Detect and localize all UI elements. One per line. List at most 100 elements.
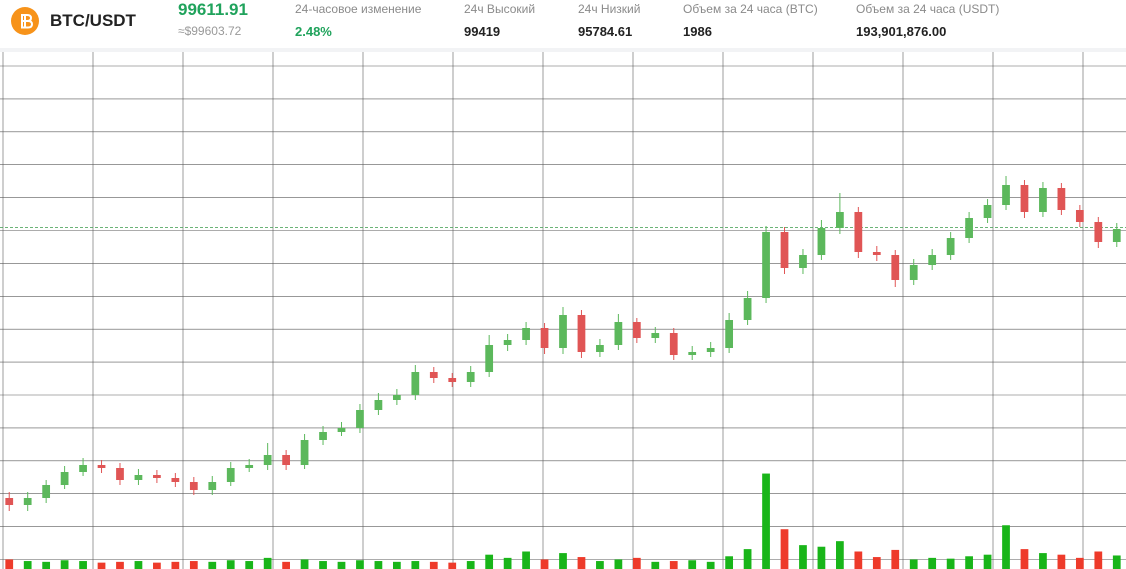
candle-body (965, 218, 973, 238)
candle-body (836, 212, 844, 228)
price-usd: ≈$99603.72 (178, 24, 242, 38)
candle-body (42, 485, 51, 498)
candle-body (1075, 210, 1084, 222)
volume-bar (1094, 551, 1103, 569)
candle-body (540, 328, 549, 348)
candle-body (928, 255, 937, 265)
candle-body (79, 465, 87, 472)
stat-label: Объем за 24 часа (BTC) (683, 2, 818, 16)
candle-body (245, 465, 254, 468)
candle-body (134, 475, 143, 480)
volume-bar (928, 557, 937, 569)
volume-bar (226, 560, 235, 569)
volume-bar (116, 561, 124, 569)
volume-bar (374, 561, 383, 569)
candle-body (300, 440, 309, 465)
volume-bar (540, 559, 549, 569)
candle-body (762, 232, 770, 298)
volume-bar (1057, 554, 1066, 569)
volume-bar (466, 561, 475, 569)
volume-bar (577, 557, 586, 569)
candle-body (946, 238, 955, 255)
volume-bar (725, 556, 734, 569)
volume-bar (946, 558, 955, 569)
candle-body (116, 468, 124, 480)
volume-bar (319, 561, 327, 569)
volume-bar (208, 561, 217, 569)
volume-bar (42, 561, 51, 569)
volume-bar (891, 549, 900, 569)
volume-bar (337, 561, 346, 569)
volume-bar (651, 561, 660, 569)
volume-bar (522, 551, 530, 569)
coin-symbol (21, 14, 34, 29)
volume-bar (134, 561, 143, 569)
candle-body (23, 498, 32, 505)
candle-body (909, 265, 918, 280)
volume-bar (965, 556, 973, 569)
candle-body (559, 315, 567, 348)
candle-body (466, 372, 475, 382)
volume-bar (503, 557, 512, 569)
candle-body (1094, 222, 1103, 242)
candle-body (799, 255, 807, 268)
candle-body (356, 410, 364, 428)
volume-bar (429, 561, 438, 569)
candle-body (872, 252, 881, 255)
volume-bar (282, 561, 290, 569)
coin-icon (11, 7, 39, 35)
candle-body (1112, 229, 1121, 242)
stat: Объем за 24 часа (BTC) 1986 (683, 2, 818, 39)
candle-body (97, 465, 106, 468)
volume-bar (448, 562, 457, 569)
volume-bar (836, 541, 844, 569)
candle-body (725, 320, 734, 348)
candle-body (522, 328, 530, 340)
candle-body (282, 455, 290, 465)
candle-body (226, 468, 235, 482)
candle-body (485, 345, 494, 372)
stat: 24ч Высокий 99419 (464, 2, 535, 39)
candle-body (596, 345, 604, 352)
volume-bar (909, 559, 918, 569)
volume-bar (153, 562, 161, 569)
volume-bar (411, 561, 420, 569)
volume-bar (1075, 557, 1084, 569)
candle-body (706, 348, 715, 352)
volume-bar (632, 557, 641, 569)
candle-body (1002, 185, 1010, 205)
last-price: 99611.91 (178, 0, 248, 19)
candle-body (153, 475, 161, 478)
ticker-header: BTC/USDT 99611.91 ≈$99603.72 24-часовое … (0, 0, 1126, 52)
candle-body (817, 228, 826, 255)
volume-bar (189, 561, 198, 569)
volume-bar (983, 554, 992, 569)
candle-body (337, 428, 346, 432)
volume-bar (5, 559, 14, 569)
candle-body (983, 205, 992, 218)
stat: 24ч Низкий 95784.61 (578, 2, 640, 39)
candle-body (60, 472, 69, 485)
volume-bar (596, 561, 604, 569)
candle-body (448, 378, 457, 382)
candle-body (1039, 188, 1047, 212)
volume-bar (799, 545, 807, 569)
candle-body (429, 372, 438, 378)
candle-body (1020, 185, 1029, 212)
candle-body (208, 482, 217, 490)
volume-bar (762, 473, 770, 569)
volume-bar (872, 557, 881, 569)
candle-body (171, 478, 180, 482)
stat: 24-часовое изменение 2.48% (295, 2, 421, 39)
volume-bar (706, 561, 715, 569)
volume-bar (485, 554, 494, 569)
volume-bar (688, 560, 697, 569)
candle-body (5, 498, 14, 505)
volume-bar (245, 561, 254, 569)
volume-bar (263, 557, 272, 569)
volume-bar (854, 551, 863, 569)
volume-bar (97, 562, 106, 569)
volume-bar (171, 561, 180, 569)
candle-body (854, 212, 863, 252)
volume-bar (614, 559, 623, 569)
